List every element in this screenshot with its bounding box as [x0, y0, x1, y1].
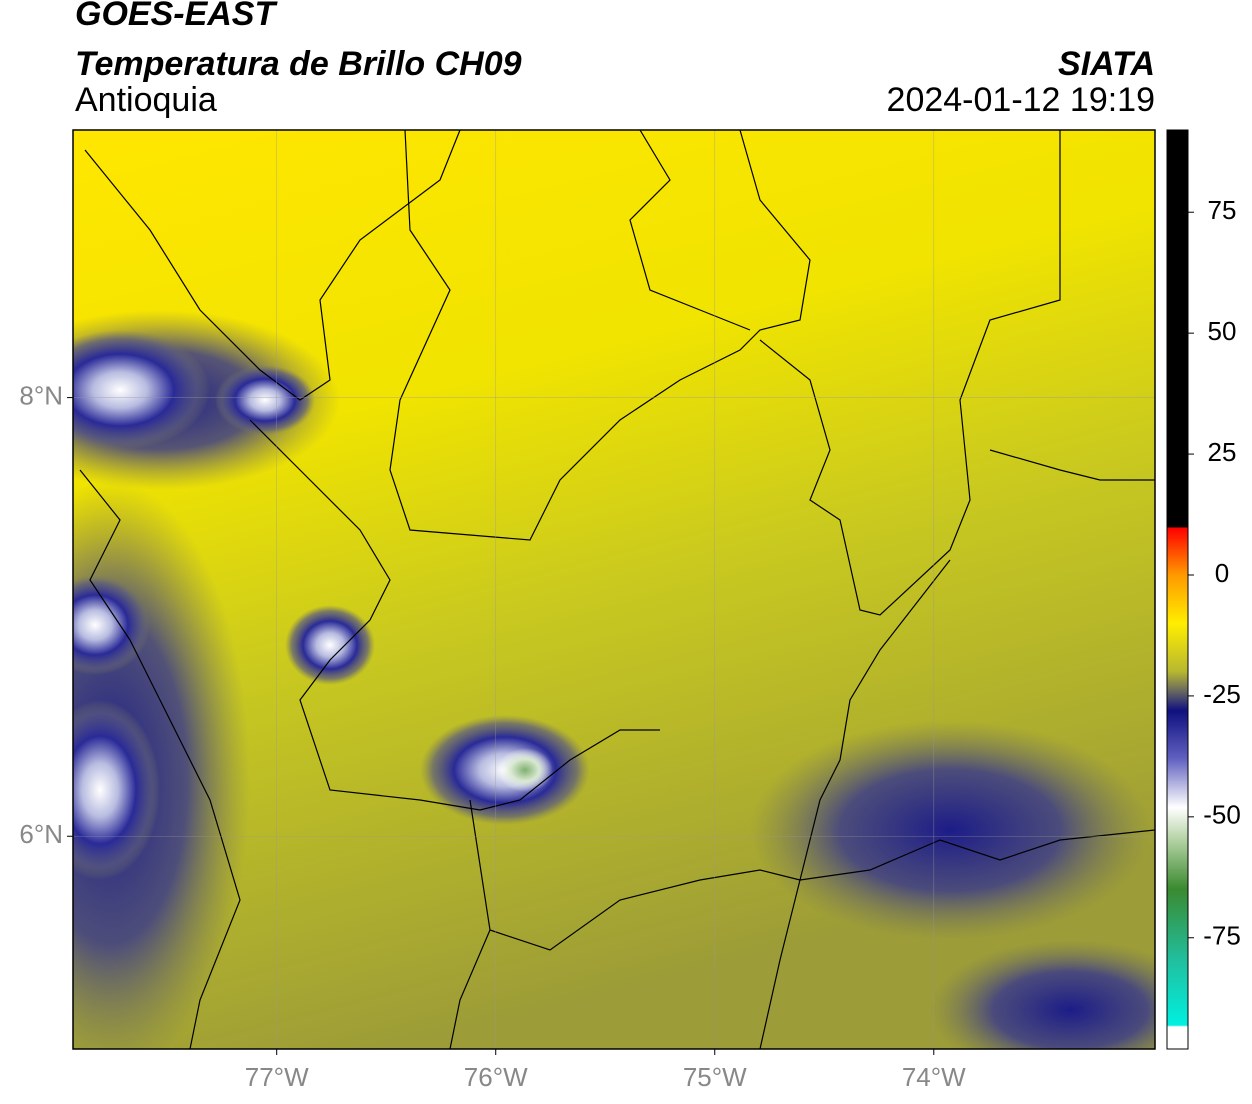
colorbar-tick-label: 25 [1208, 437, 1237, 467]
colorbar-tick-label: -75 [1203, 921, 1241, 951]
x-tick-label: 76°W [464, 1062, 528, 1092]
cloud-core [497, 748, 553, 792]
colorbar-tick-label: -25 [1203, 679, 1241, 709]
cloud [73, 700, 160, 880]
y-tick-label: 8°N [19, 380, 63, 410]
x-tick-label: 77°W [245, 1062, 309, 1092]
timestamp: 2024-01-12 19:19 [887, 81, 1155, 119]
colorbar-tick-label: 0 [1215, 558, 1229, 588]
y-tick-label: 6°N [19, 819, 63, 849]
cloud [285, 605, 375, 685]
map-frame [72, 129, 1156, 1050]
cloud [73, 575, 150, 675]
cloud [73, 330, 210, 450]
region-label: Antioquia [75, 81, 217, 119]
map [73, 130, 1155, 1049]
cloud [930, 940, 1155, 1049]
x-tick-label: 75°W [683, 1062, 747, 1092]
colorbar [1166, 129, 1189, 1050]
source-label: SIATA [1058, 45, 1155, 83]
cloud [750, 720, 1150, 940]
chart-title: Temperatura de Brillo CH09 [75, 45, 522, 83]
borders [79, 130, 1155, 1049]
cloud [215, 365, 315, 435]
colorbar-tick-label: 50 [1208, 316, 1237, 346]
colorbar-tick-label: -50 [1203, 800, 1241, 830]
x-tick-label: 74°W [902, 1062, 966, 1092]
colorbar-tick-label: 75 [1208, 195, 1237, 225]
product-title: GOES-EAST [75, 0, 278, 33]
